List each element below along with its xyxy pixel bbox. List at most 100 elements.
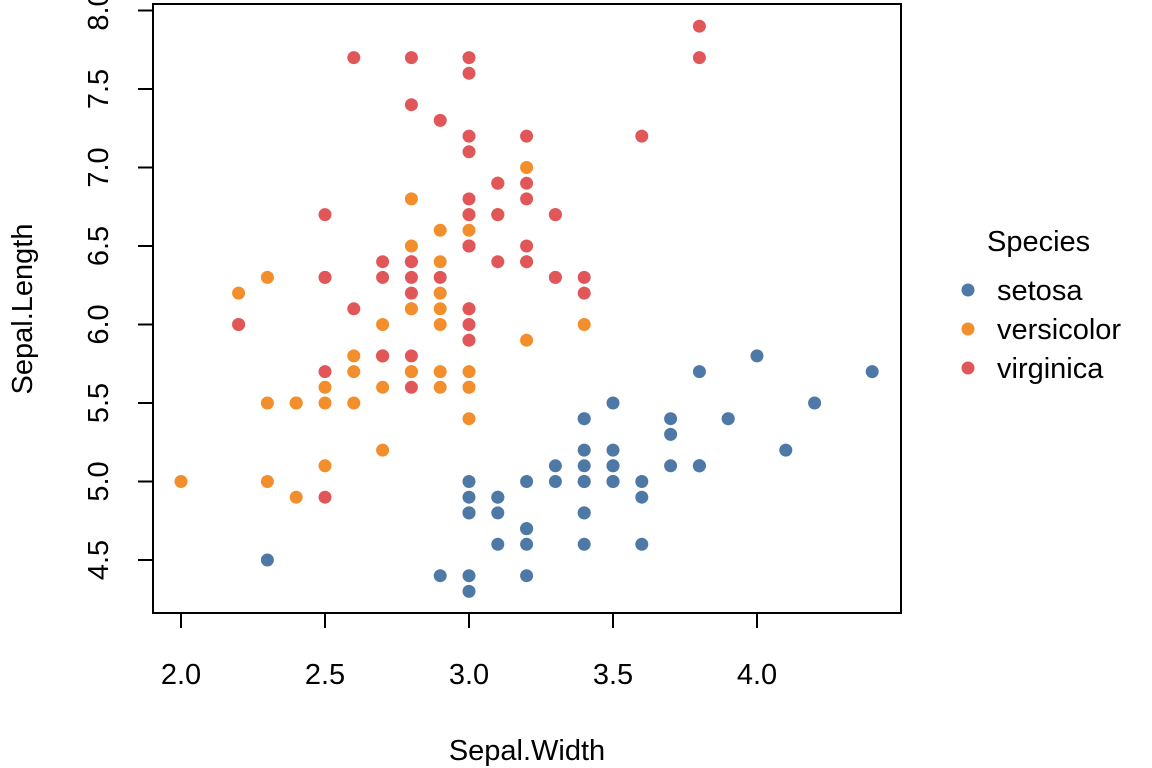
point-virginica — [462, 129, 476, 143]
point-setosa — [491, 490, 505, 504]
point-virginica — [318, 490, 332, 504]
point-setosa — [520, 475, 534, 488]
point-setosa — [692, 459, 706, 473]
point-virginica — [577, 286, 591, 300]
y-tick-label: 6.5 — [83, 226, 115, 266]
point-virginica — [462, 208, 476, 222]
point-versicolor — [347, 365, 361, 379]
data-points — [174, 19, 879, 598]
legend-title: Species — [987, 226, 1090, 258]
y-axis: 4.5 5.0 5.5 6.0 6.5 7.0 7.5 8.0 — [83, 0, 154, 580]
point-virginica — [433, 113, 447, 127]
legend-swatch-versicolor — [961, 322, 975, 336]
point-setosa — [433, 569, 447, 583]
y-tick-label: 4.5 — [83, 540, 115, 580]
legend-swatch-virginica — [961, 361, 975, 375]
point-versicolor — [260, 396, 274, 410]
y-tick-label: 5.0 — [83, 461, 115, 501]
point-setosa — [491, 537, 505, 551]
point-versicolor — [433, 286, 447, 300]
point-setosa — [260, 553, 274, 567]
point-versicolor — [433, 365, 447, 379]
point-setosa — [520, 522, 534, 536]
point-setosa — [462, 475, 476, 488]
point-versicolor — [462, 380, 476, 394]
point-virginica — [318, 365, 332, 379]
point-setosa — [577, 506, 591, 520]
point-versicolor — [404, 239, 418, 253]
point-setosa — [664, 412, 678, 426]
point-versicolor — [289, 490, 303, 504]
point-setosa — [808, 396, 822, 410]
point-versicolor — [347, 349, 361, 363]
point-setosa — [750, 349, 764, 363]
point-virginica — [520, 255, 534, 269]
point-versicolor — [433, 223, 447, 237]
x-tick-label: 2.0 — [161, 659, 201, 691]
point-setosa — [577, 412, 591, 426]
point-setosa — [606, 443, 620, 457]
point-virginica — [548, 208, 562, 222]
point-versicolor — [520, 161, 534, 174]
point-virginica — [404, 270, 418, 284]
point-setosa — [779, 443, 793, 457]
point-virginica — [404, 98, 418, 112]
point-virginica — [347, 51, 361, 65]
point-versicolor — [404, 192, 418, 206]
point-virginica — [462, 239, 476, 253]
point-virginica — [462, 192, 476, 206]
legend: Species setosa versicolor virginica — [961, 226, 1121, 385]
point-virginica — [347, 302, 361, 316]
x-tick-label: 3.0 — [449, 659, 489, 691]
point-virginica — [692, 19, 706, 33]
y-tick-label: 8.0 — [83, 0, 115, 31]
point-versicolor — [577, 318, 591, 331]
y-tick-label: 7.5 — [83, 69, 115, 109]
point-setosa — [577, 537, 591, 551]
point-virginica — [462, 51, 476, 65]
point-versicolor — [433, 380, 447, 394]
point-setosa — [548, 475, 562, 488]
point-versicolor — [376, 443, 390, 457]
point-virginica — [318, 270, 332, 284]
point-setosa — [577, 443, 591, 457]
point-virginica — [376, 255, 390, 269]
point-virginica — [462, 66, 476, 80]
point-versicolor — [318, 459, 332, 473]
y-tick-label: 7.0 — [83, 147, 115, 187]
point-setosa — [635, 475, 649, 488]
point-setosa — [635, 490, 649, 504]
point-virginica — [548, 270, 562, 284]
point-versicolor — [376, 318, 390, 331]
point-setosa — [635, 537, 649, 551]
point-versicolor — [376, 380, 390, 394]
point-virginica — [433, 270, 447, 284]
point-versicolor — [462, 223, 476, 237]
point-setosa — [462, 584, 476, 598]
point-virginica — [577, 270, 591, 284]
legend-swatch-setosa — [961, 283, 975, 297]
point-versicolor — [260, 270, 274, 284]
point-setosa — [606, 459, 620, 473]
point-virginica — [462, 302, 476, 316]
point-versicolor — [520, 333, 534, 347]
point-virginica — [692, 51, 706, 65]
x-tick-label: 2.5 — [305, 659, 345, 691]
point-setosa — [606, 396, 620, 410]
point-setosa — [577, 459, 591, 473]
point-versicolor — [289, 396, 303, 410]
point-versicolor — [404, 365, 418, 379]
x-tick-label: 4.0 — [737, 659, 777, 691]
point-virginica — [520, 192, 534, 206]
legend-label-setosa: setosa — [997, 275, 1083, 307]
y-tick-label: 6.0 — [83, 304, 115, 344]
point-setosa — [462, 569, 476, 583]
point-virginica — [404, 286, 418, 300]
point-setosa — [606, 475, 620, 488]
plot-frame — [152, 3, 902, 614]
point-virginica — [520, 239, 534, 253]
point-setosa — [520, 537, 534, 551]
y-tick-label: 5.5 — [83, 383, 115, 423]
point-versicolor — [433, 255, 447, 269]
point-virginica — [462, 318, 476, 331]
